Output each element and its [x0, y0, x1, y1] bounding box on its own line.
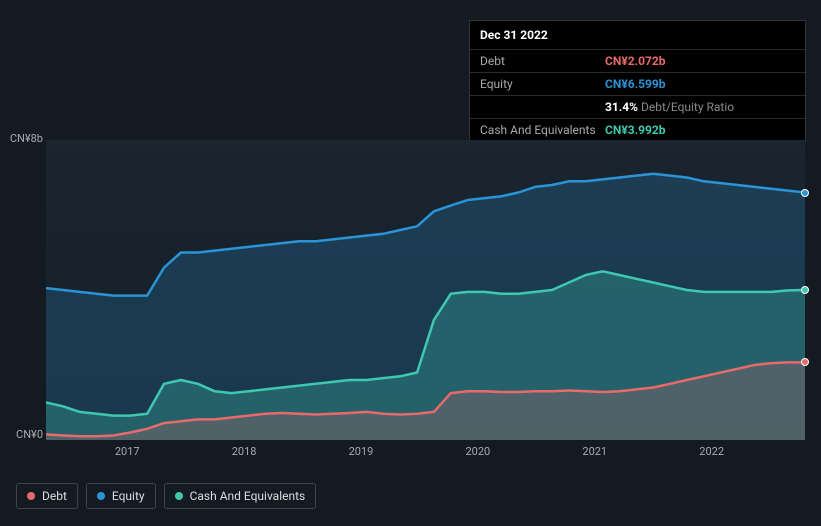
- chart-plot-area[interactable]: [46, 140, 805, 440]
- end-dot-debt: [801, 358, 809, 366]
- x-tick: 2021: [582, 445, 607, 458]
- chart-legend: Debt Equity Cash And Equivalents: [16, 483, 316, 509]
- legend-dot-icon: [97, 492, 105, 500]
- legend-item-cash-and-equivalents[interactable]: Cash And Equivalents: [164, 483, 317, 509]
- end-dot-equity: [801, 189, 809, 197]
- tooltip-label: [480, 100, 605, 114]
- tooltip-label: Debt: [480, 54, 605, 68]
- tooltip-label: Equity: [480, 77, 605, 91]
- legend-label: Debt: [42, 489, 67, 503]
- x-axis: 2017 2018 2019 2020 2021 2022: [46, 445, 805, 465]
- tooltip-value: 31.4% Debt/Equity Ratio: [605, 100, 795, 114]
- tooltip-row: DebtCN¥2.072b: [470, 49, 805, 72]
- legend-item-debt[interactable]: Debt: [16, 483, 78, 509]
- tooltip-row: 31.4% Debt/Equity Ratio: [470, 95, 805, 118]
- legend-item-equity[interactable]: Equity: [86, 483, 156, 509]
- x-tick: 2017: [115, 445, 140, 458]
- x-tick: 2020: [465, 445, 490, 458]
- tooltip-date: Dec 31 2022: [470, 21, 805, 49]
- legend-dot-icon: [27, 492, 35, 500]
- tooltip-value: CN¥6.599b: [605, 77, 795, 91]
- legend-label: Cash And Equivalents: [190, 489, 306, 503]
- x-tick: 2019: [349, 445, 374, 458]
- y-axis-min-label: CN¥0: [16, 428, 43, 441]
- end-dot-cash-and-equivalents: [801, 286, 809, 294]
- chart-container: CN¥8b CN¥0 201720182019202020212022: [16, 120, 805, 470]
- legend-dot-icon: [175, 492, 183, 500]
- x-tick: 2022: [699, 445, 724, 458]
- y-axis-max-label: CN¥8b: [10, 132, 43, 145]
- x-tick: 2018: [232, 445, 257, 458]
- tooltip-value: CN¥2.072b: [605, 54, 795, 68]
- tooltip-row: EquityCN¥6.599b: [470, 72, 805, 95]
- legend-label: Equity: [112, 489, 145, 503]
